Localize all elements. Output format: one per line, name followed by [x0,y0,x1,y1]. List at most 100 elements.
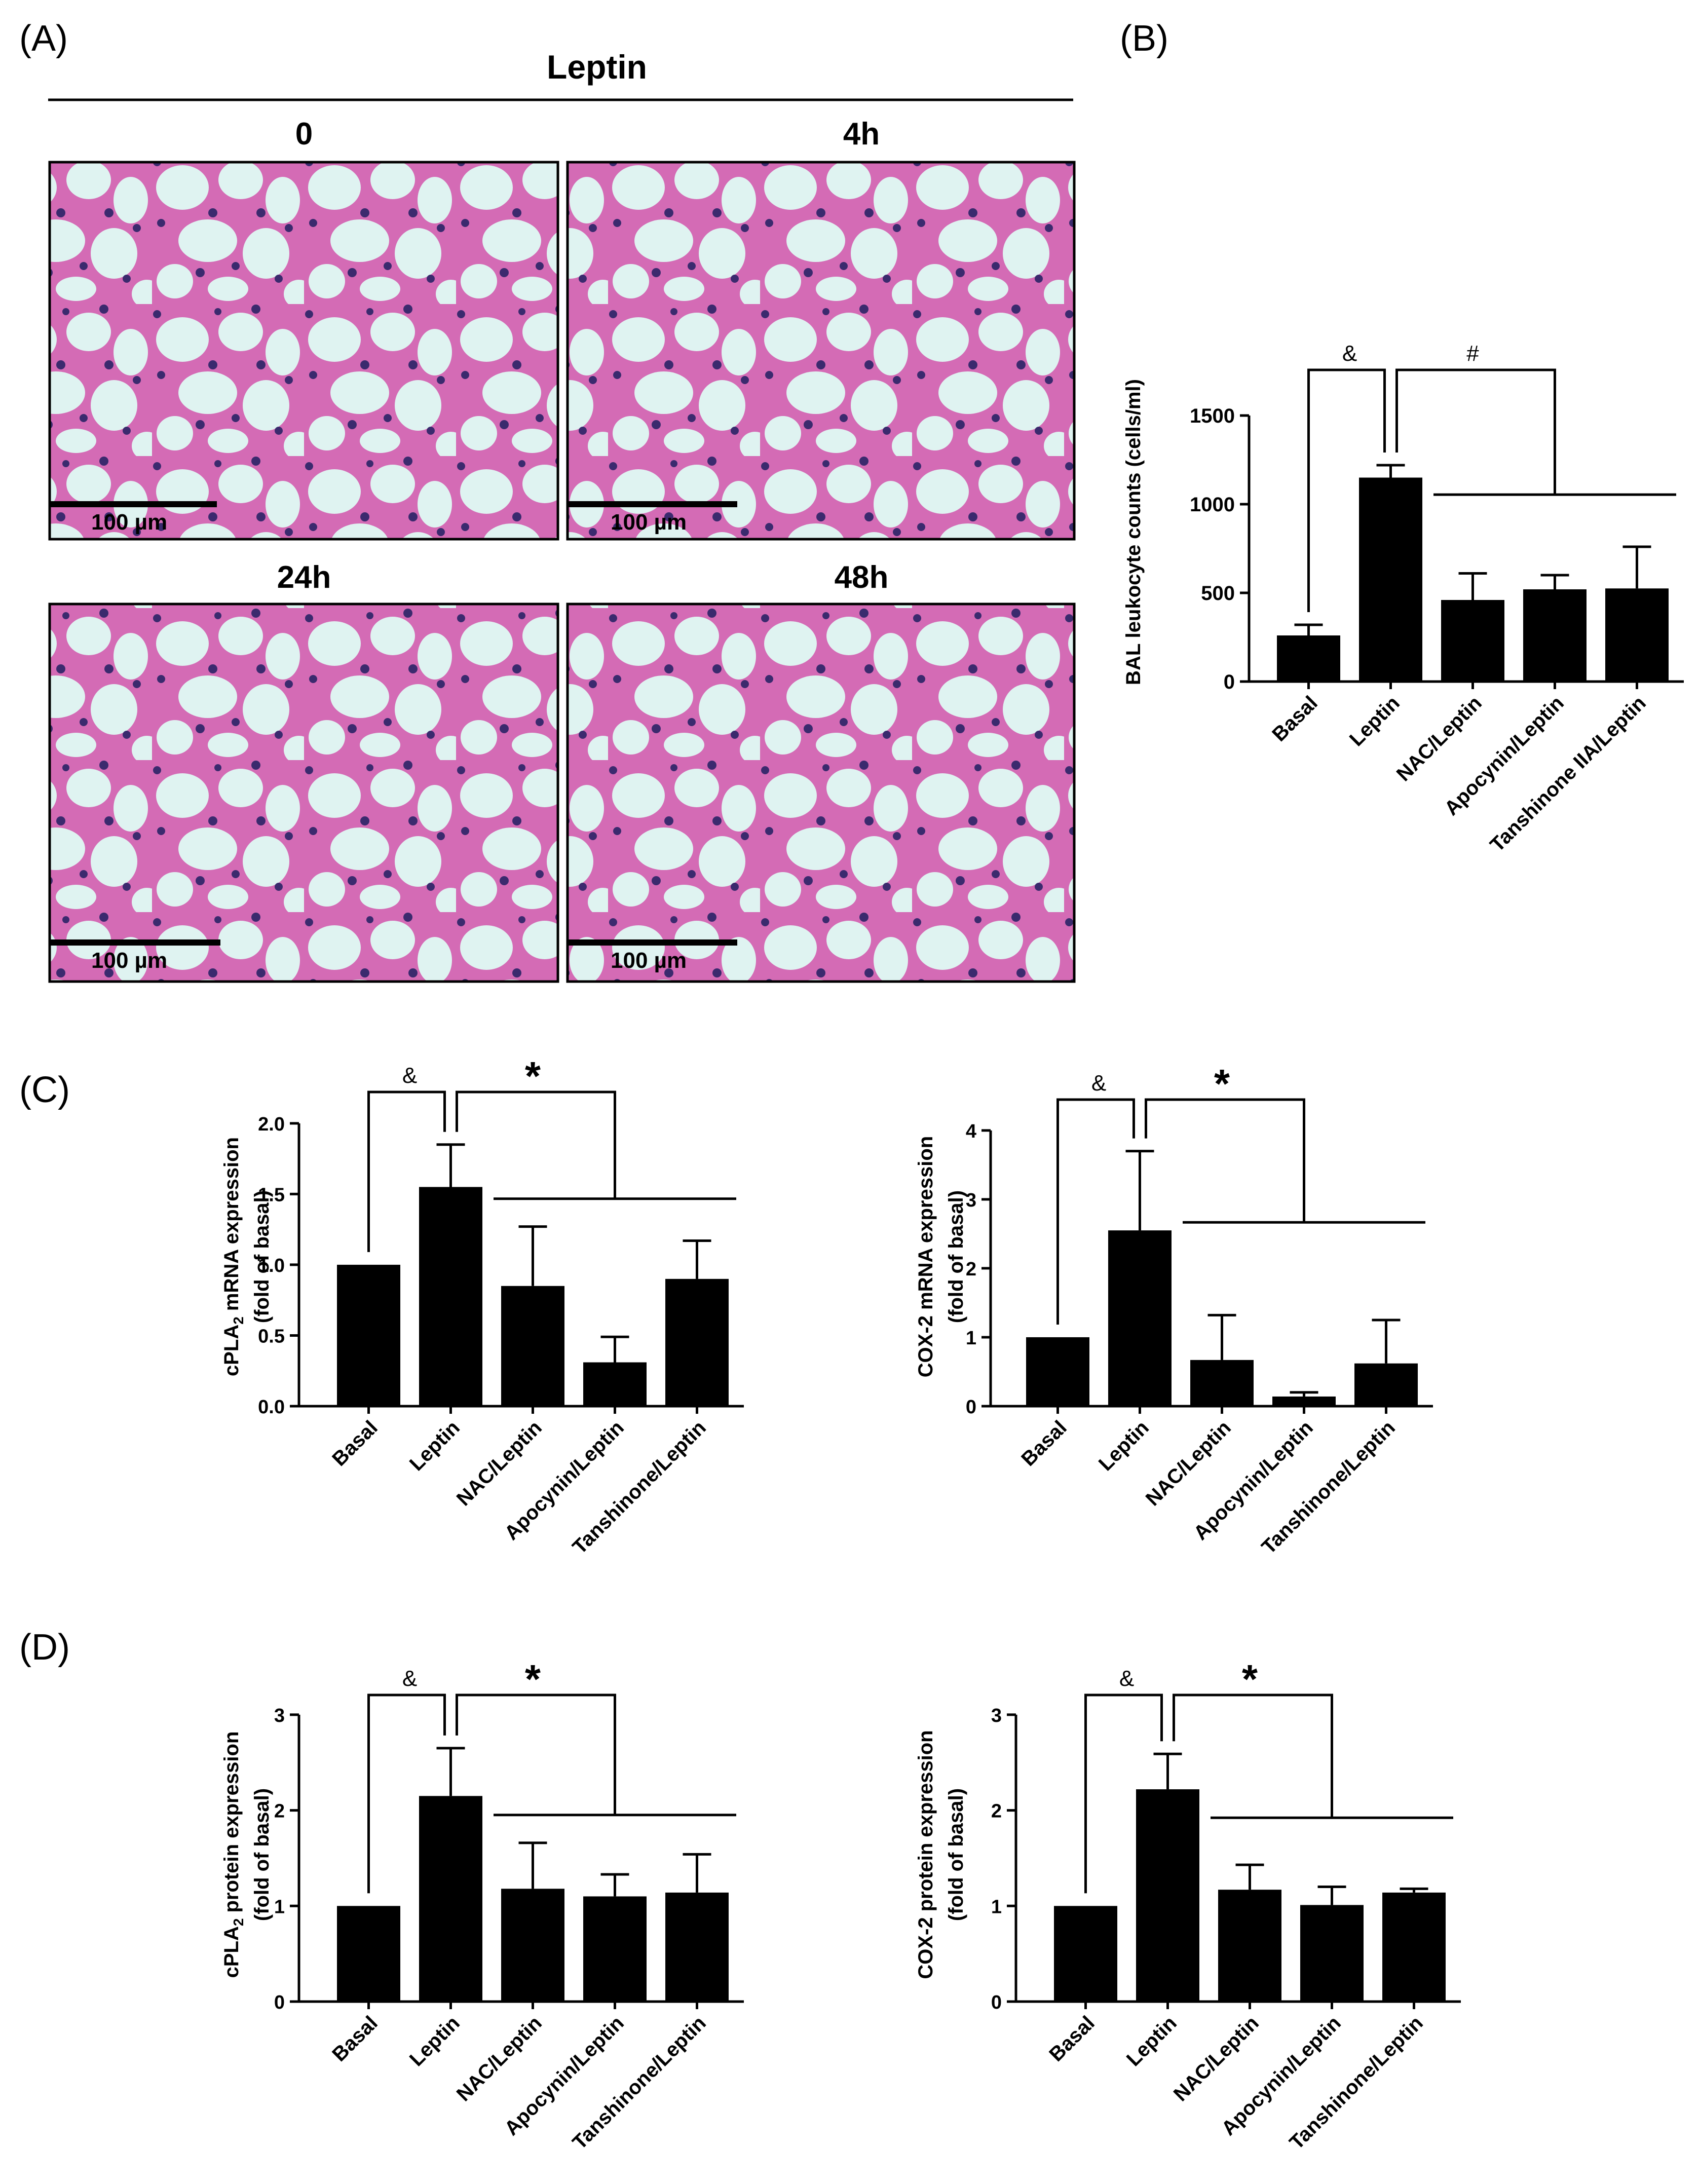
d_cpla2-x-label-0: Basal [328,2012,382,2066]
d_cox2-bracket-right [1173,1693,1333,1818]
micrograph-4h [566,161,1076,541]
d_cpla2-bracket-right [456,1693,616,1815]
d_cpla2-mark-right: * [525,1656,541,1702]
d_cox2-bar-0 [1054,1906,1117,2002]
timepoint-label-24h: 24h [277,560,331,595]
c_cpla2-bracket-right [456,1090,616,1199]
scale-bar-label-24h: 100 µm [91,948,167,973]
c_cpla2-y-tick-label: 2.0 [258,1114,285,1135]
d_cpla2-y-axis-subtitle: (fold of basal) [251,1788,273,1921]
histology-header: Leptin [547,48,647,86]
timepoint-label-4h: 4h [843,117,880,152]
d_cox2-y-tick-label: 2 [991,1801,1002,1822]
d_cox2-y-tick-label: 1 [991,1896,1002,1917]
scale-bar-label-48h: 100 µm [611,948,687,973]
bal-bar-3 [1523,589,1587,682]
bal-bracket-right [1395,368,1556,495]
bal-mark-right: # [1466,341,1479,366]
c_cpla2-bar-1 [419,1187,482,1406]
d_cpla2-bar-3 [583,1896,647,2002]
bal-x-label-4: Tanshinone IIA/Leptin [1486,692,1650,856]
c_cox2-y-tick-label: 2 [966,1259,976,1280]
d_cox2-mark-right: * [1242,1656,1258,1702]
c_cpla2-mark-right: * [525,1053,541,1099]
c_cpla2-x-label-1: Leptin [405,1416,464,1475]
d_cpla2-x-label-4: Tanshinone/Leptin [568,2012,710,2154]
bal-y-tick-label: 1500 [1190,405,1235,427]
c_cox2-x-label-1: Leptin [1094,1416,1153,1475]
d_cpla2-bracket-left [367,1693,446,1894]
c_cox2-bracket-left [1056,1098,1135,1325]
bal-bar-0 [1277,635,1340,682]
c_cox2-bar-3 [1272,1396,1336,1406]
bal-bar-2 [1441,600,1504,682]
c_cox2-y-tick-label: 0 [966,1397,976,1418]
d_cpla2-bar-2 [501,1889,564,2002]
d_cpla2-x-label-1: Leptin [405,2012,464,2070]
bal-bar-4 [1605,588,1669,682]
d_cpla2-bar-4 [665,1892,729,2002]
c_cox2-bar-4 [1354,1363,1418,1406]
histology-panel-0: 0 100 µm [48,117,559,541]
c_cpla2-mark-left: & [402,1063,417,1088]
c_cpla2-y-tick-label: 1.5 [258,1184,285,1206]
c_cpla2-y-axis-title: cPLA2 mRNA expression [220,1137,246,1376]
bal-y-tick-label: 0 [1224,671,1235,693]
d_cox2-mark-left: & [1119,1666,1134,1691]
c_cox2-x-label-4: Tanshinone/Leptin [1257,1416,1399,1558]
d_cpla2-y-tick-label: 1 [274,1896,285,1917]
c_cpla2-y-tick-label: 1.0 [258,1255,285,1276]
micrograph-0 [48,161,559,541]
d_cox2-y-tick-label: 3 [991,1705,1002,1726]
c_cox2-bar-1 [1108,1230,1172,1406]
panel-label-a: (A) [19,18,68,59]
histology-panel-24h: 24h 100 µm [48,560,559,983]
timepoint-label-48h: 48h [835,560,889,595]
d_cox2-x-label-0: Basal [1045,2012,1099,2066]
bal-bracket-left [1307,368,1386,612]
c_cox2-x-label-0: Basal [1017,1416,1071,1471]
c_cox2-mark-left: & [1091,1071,1106,1096]
bal-y-tick-label: 500 [1201,582,1235,605]
d_cox2-y-axis-subtitle: (fold of basal) [945,1788,967,1921]
d_cpla2-y-axis-title: cPLA2 protein expression [220,1731,246,1978]
panel-label-d: (D) [19,1627,70,1668]
d_cpla2-mark-left: & [402,1666,417,1691]
c_cpla2-y-axis-subtitle: (fold of basal) [251,1190,273,1323]
c_cpla2-x-label-0: Basal [328,1416,382,1471]
scale-bar-label-0: 100 µm [91,510,167,535]
c_cpla2-bar-4 [665,1278,729,1406]
micrograph-48h [566,603,1076,983]
c_cox2-mark-right: * [1214,1061,1230,1106]
bal-x-label-1: Leptin [1345,692,1404,750]
d_cox2-x-label-1: Leptin [1122,2012,1181,2070]
panel-label-b: (B) [1120,18,1168,59]
d_cox2-y-axis-title: COX-2 protein expression [915,1730,937,1979]
micrograph-24h [48,603,559,983]
c_cpla2-bar-0 [337,1264,400,1406]
d_cox2-bracket-left [1084,1693,1163,1894]
timepoint-label-0: 0 [295,117,313,152]
bal-y-tick-label: 1000 [1190,494,1235,516]
bal-mark-left: & [1342,341,1357,366]
histology-panel-4h: 4h 100 µm [566,117,1076,541]
c_cox2-y-axis-subtitle: (fold of basal) [945,1190,967,1323]
c_cox2-y-tick-label: 1 [966,1328,976,1349]
c_cox2-bar-2 [1190,1360,1254,1406]
d_cox2-bar-4 [1382,1892,1446,2002]
c_cpla2-x-label-4: Tanshinone/Leptin [568,1416,710,1558]
d_cox2-bar-2 [1218,1890,1281,2002]
c_cpla2-y-tick-label: 0.0 [258,1397,285,1418]
bal-x-label-0: Basal [1268,692,1322,746]
c_cpla2-bracket-left [367,1090,446,1252]
d_cpla2-bar-0 [337,1906,400,2002]
c_cpla2-bar-2 [501,1286,564,1406]
d_cox2-bar-1 [1136,1789,1199,2002]
